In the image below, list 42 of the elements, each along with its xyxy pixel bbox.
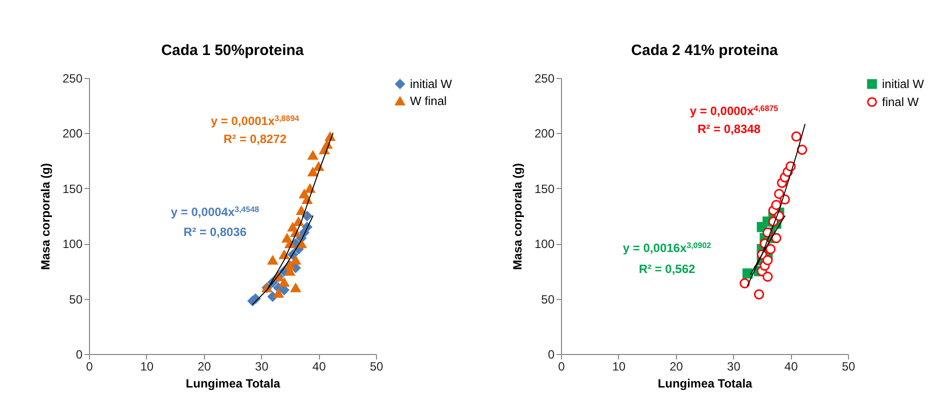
y-axis-title: Masa corporala (g) <box>510 163 524 270</box>
annotation: R² = 0,562 <box>638 262 696 276</box>
y-tick-label: 250 <box>62 72 83 86</box>
y-tick-label: 50 <box>69 292 83 306</box>
chart-title: Cada 2 41% proteina <box>631 42 779 59</box>
annotation: R² = 0,8272 <box>223 132 287 146</box>
x-tick-label: 30 <box>255 360 269 374</box>
x-tick-label: 10 <box>612 360 626 374</box>
x-axis-title: Lungimea Totala <box>658 376 753 390</box>
y-axis-title: Masa corporala (g) <box>38 163 52 270</box>
x-tick-label: 40 <box>312 360 326 374</box>
legend-label: W final <box>410 94 447 108</box>
legend-label: final W <box>882 95 920 109</box>
y-tick-label: 100 <box>534 237 555 252</box>
y-tick-label: 0 <box>548 348 555 362</box>
annotation: R² = 0,8036 <box>183 225 247 239</box>
x-tick-label: 20 <box>198 360 212 374</box>
x-tick-label: 50 <box>370 360 384 374</box>
x-tick-label: 30 <box>727 360 741 374</box>
legend-label: initial W <box>410 77 453 91</box>
x-tick-label: 50 <box>842 360 856 374</box>
annotation: R² = 0,8348 <box>697 122 761 136</box>
x-axis-title: Lungimea Totala <box>186 376 281 390</box>
y-tick-label: 50 <box>541 292 555 306</box>
y-tick-label: 200 <box>62 126 83 141</box>
annotation: y = 0,0001x$^{3,8894}$ <box>210 114 300 128</box>
y-tick-label: 0 <box>76 348 83 362</box>
y-tick-label: 250 <box>534 72 555 86</box>
legend-label: initial W <box>882 77 925 91</box>
y-tick-label: 150 <box>534 182 555 196</box>
x-tick-label: 10 <box>140 360 154 374</box>
x-tick-label: 20 <box>670 360 684 374</box>
x-tick-label: 40 <box>784 360 798 374</box>
y-tick-label: 200 <box>534 126 555 141</box>
y-tick-label: 150 <box>62 182 83 196</box>
annotation: y = 0,0000x$^{4,6875}$ <box>690 104 779 118</box>
chart-title: Cada 1 50%proteina <box>161 42 304 59</box>
y-tick-label: 100 <box>62 237 83 252</box>
x-tick-label: 0 <box>558 360 566 374</box>
annotation: y = 0,0016x$^{3,0902}$ <box>622 240 712 255</box>
annotation: y = 0,0004x$^{3,4548}$ <box>170 204 260 219</box>
x-tick-label: 0 <box>86 360 94 374</box>
